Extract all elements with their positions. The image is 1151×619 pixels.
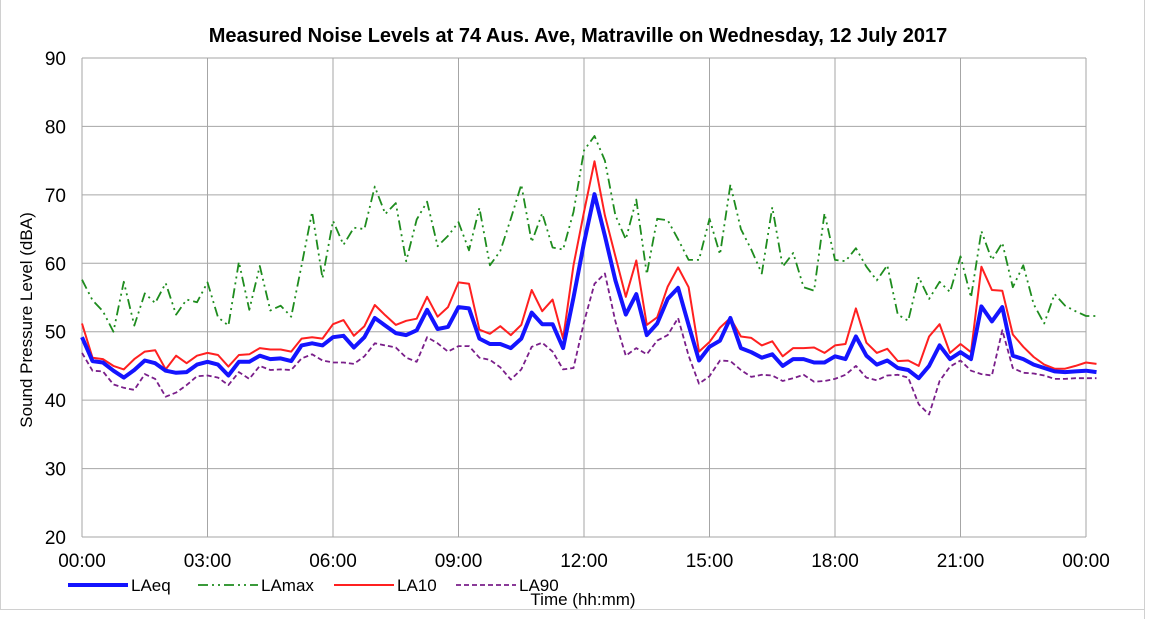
left-border <box>0 0 1 609</box>
series-line-la90 <box>81 272 1097 416</box>
y-tick-label: 20 <box>45 528 66 549</box>
series-line-lamax <box>81 135 1097 333</box>
series-line-laeq <box>80 192 1097 381</box>
x-tick-label: 03:00 <box>184 551 232 572</box>
x-tick-label: 06:00 <box>309 551 357 572</box>
bottom-border <box>0 609 1145 610</box>
chart-legend: LAeq LAmax LA10 LA90 <box>68 576 559 595</box>
x-tick-label: 09:00 <box>435 551 483 572</box>
x-tick-labels: 00:00 03:00 06:00 09:00 12:00 15:00 18:00 21:00… <box>58 551 1110 572</box>
y-tick-label: 70 <box>45 186 66 207</box>
x-tick-label: 00:00 <box>58 551 106 572</box>
y-axis-label: Sound Pressure Level (dBA) <box>17 212 36 427</box>
legend-label-laeq: LAeq <box>131 576 171 595</box>
x-tick-label: 21:00 <box>937 551 985 572</box>
series-line-la10 <box>81 160 1097 371</box>
y-tick-label: 30 <box>45 460 66 481</box>
chart-title: Measured Noise Levels at 74 Aus. Ave, Ma… <box>209 25 947 47</box>
y-tick-labels: 20 30 40 50 60 70 80 90 <box>45 49 66 549</box>
legend-label-la90: LA90 <box>519 576 559 595</box>
legend-label-lamax: LAmax <box>261 576 314 595</box>
y-tick-label: 40 <box>45 391 66 412</box>
x-tick-label: 00:00 <box>1062 551 1110 572</box>
chart-series <box>80 135 1097 416</box>
x-tick-label: 12:00 <box>560 551 608 572</box>
x-tick-label: 18:00 <box>811 551 859 572</box>
y-tick-label: 90 <box>45 49 66 70</box>
y-tick-label: 50 <box>45 323 66 344</box>
y-tick-label: 80 <box>45 117 66 138</box>
x-axis-label: Time (hh:mm) <box>530 590 635 609</box>
right-border <box>1144 0 1145 619</box>
legend-label-la10: LA10 <box>397 576 437 595</box>
y-tick-label: 60 <box>45 254 66 275</box>
x-tick-label: 15:00 <box>686 551 734 572</box>
chart-gridlines <box>81 57 1087 538</box>
